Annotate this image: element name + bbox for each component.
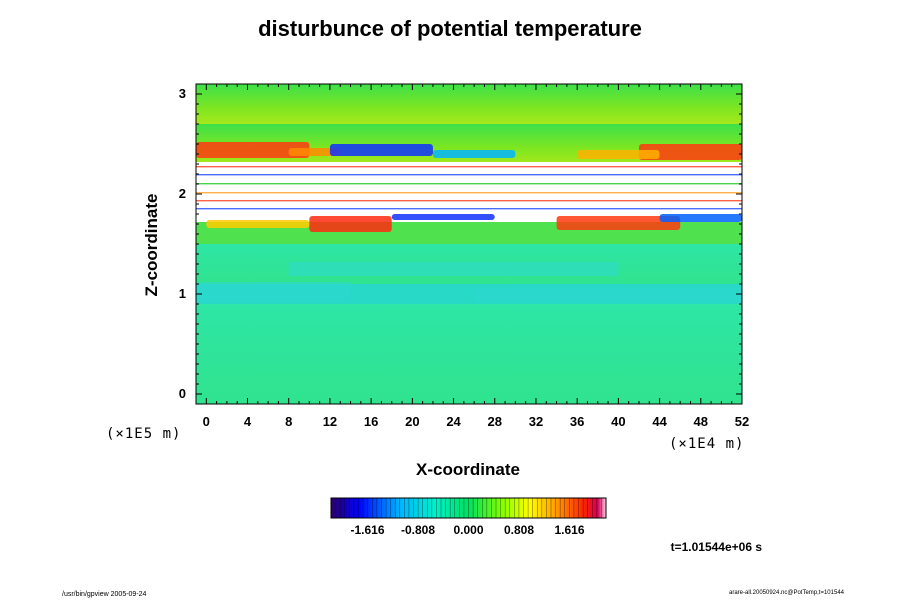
contour-streak	[196, 192, 742, 194]
anomaly-patch	[391, 214, 495, 220]
colorbar-divisions	[335, 498, 602, 518]
x-tick-label: 0	[202, 414, 210, 429]
x-tick-label: 24	[446, 414, 461, 429]
x-tick-label: 16	[363, 414, 379, 429]
anomaly-patch	[432, 150, 516, 158]
colorbar-tick-label: -0.808	[400, 523, 436, 537]
x-tick-label: 28	[487, 414, 502, 429]
x-tick-label: 12	[322, 414, 338, 429]
colorbar-tick-label: 0.000	[453, 523, 484, 537]
colorbar-tick-label: 1.616	[554, 523, 585, 537]
axes	[196, 84, 743, 404]
x-tick-label: 32	[528, 414, 544, 429]
cyan-streak	[474, 288, 742, 301]
y-tick-label: 1	[178, 286, 186, 301]
x-tick-label: 40	[611, 414, 626, 429]
y-axis-unit: (×1E5 m)	[106, 426, 182, 442]
contour-streak	[196, 174, 742, 176]
colorbar-tick-label: -1.616	[350, 523, 385, 537]
x-axis-unit: (×1E4 m)	[669, 436, 745, 452]
anomaly-patch	[309, 216, 392, 232]
anomaly-patch	[577, 150, 660, 159]
x-tick-label: 52	[734, 414, 750, 429]
heat-band	[196, 84, 742, 124]
x-axis-label: X-coordinate	[416, 460, 520, 479]
x-tick-label: 20	[405, 414, 420, 429]
contour-streak	[196, 166, 742, 168]
x-tick-labels: 0 4 8 12 16 20 24 28 32 36 40 44 48 52	[0, 414, 900, 432]
anomaly-patch	[638, 144, 742, 160]
heat-band	[196, 304, 742, 404]
anomaly-patch	[196, 142, 310, 158]
footer-right: arare-all.20050924.nc@PotTemp,t=101544	[728, 590, 844, 596]
x-tick-label: 4	[243, 414, 252, 429]
anomaly-patch	[556, 216, 681, 230]
anomaly-patch	[659, 214, 742, 222]
y-tick-label: 0	[178, 386, 186, 401]
heatmap-field	[196, 84, 742, 404]
cyan-streak	[288, 262, 619, 276]
colorbar-tick-labels: -1.616 -0.808 0.000 0.808 1.616	[0, 523, 900, 539]
x-tick-label: 36	[569, 414, 585, 429]
x-tick-label: 48	[693, 414, 709, 429]
x-tick-label: 44	[652, 414, 667, 429]
y-tick-label: 2	[178, 186, 186, 201]
footer-left: /usr/bin/gpview 2005-09-24	[62, 591, 147, 598]
anomaly-patch	[206, 220, 310, 228]
chart-title: disturbunce of potential temperature	[258, 16, 642, 41]
cyan-streak	[196, 282, 351, 302]
y-tick-labels: 0 1 2 3	[0, 0, 200, 600]
y-tick-label: 3	[178, 86, 186, 101]
x-tick-label: 8	[285, 414, 293, 429]
colorbar-tick-label: 0.808	[503, 523, 535, 537]
saturated-layer	[196, 162, 742, 212]
contour-streak	[196, 200, 742, 202]
anomaly-patch	[329, 144, 433, 156]
anomaly-patch	[288, 148, 341, 156]
contour-streak	[196, 183, 742, 185]
contour-streak	[196, 208, 742, 210]
time-label: t=1.01544e+06 s	[670, 540, 762, 554]
